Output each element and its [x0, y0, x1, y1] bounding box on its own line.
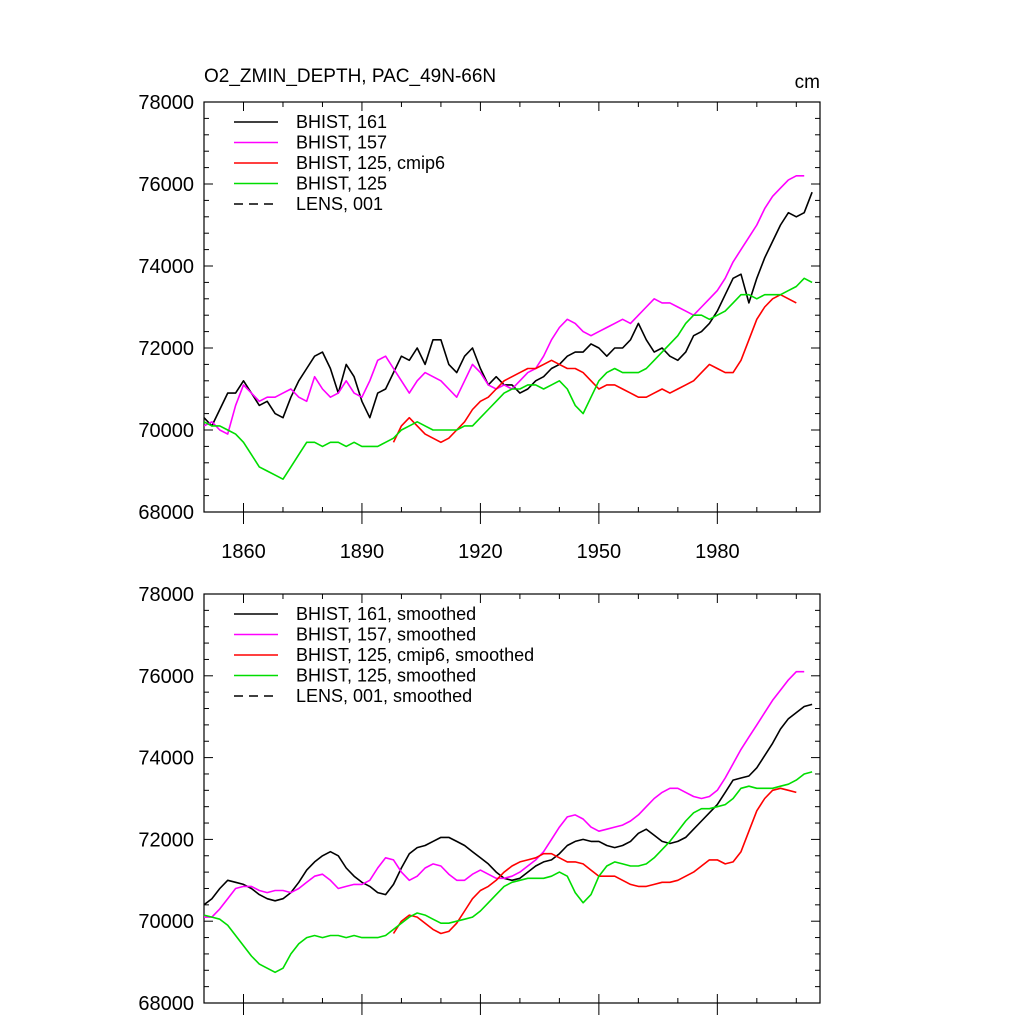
y-tick-label: 70000	[138, 420, 194, 442]
y-tick-label: 68000	[138, 993, 194, 1015]
series-line-3	[392, 293, 797, 444]
chart-panel-1: 68000 70000 72000 74000 76000 78000 1860 1890 19…	[138, 66, 821, 563]
y-tick-label: 70000	[138, 911, 194, 933]
chart-title: O2_ZMIN_DEPTH, PAC_49N-66N	[204, 66, 496, 87]
x-tick-label: 1860	[221, 541, 266, 563]
plot-frame	[203, 593, 821, 1004]
y-tick-label: 78000	[138, 92, 194, 114]
series-line-2	[204, 670, 805, 918]
y-tick-label: 74000	[138, 256, 194, 278]
x-tick-label: 1890	[340, 541, 385, 563]
legend-label: BHIST, 157	[296, 133, 387, 153]
plot-frame	[203, 101, 821, 513]
series-line-1	[204, 191, 813, 427]
series-line-3	[392, 787, 797, 935]
y-tick-label: 78000	[138, 584, 194, 606]
x-tick-label: 1950	[577, 541, 622, 563]
legend-label: BHIST, 125	[296, 174, 387, 194]
series-line-4	[204, 771, 813, 974]
series-line-1	[204, 703, 813, 906]
chart-panel-2: 68000 70000 72000 74000 76000 78000 BHIST, 161…	[138, 584, 821, 1015]
legend-label: BHIST, 125, cmip6, smoothed	[296, 645, 534, 665]
legend-label: BHIST, 125, cmip6	[296, 153, 445, 173]
x-tick-label: 1980	[695, 541, 740, 563]
legend-label: BHIST, 161, smoothed	[296, 604, 476, 624]
x-tick-label: 1920	[458, 541, 503, 563]
legend-label: BHIST, 157, smoothed	[296, 625, 476, 645]
y-tick-label: 76000	[138, 174, 194, 196]
units-label: cm	[795, 72, 820, 93]
legend-label: LENS, 001	[296, 194, 383, 214]
legend-label: BHIST, 161	[296, 112, 387, 132]
legend-label: LENS, 001, smoothed	[296, 686, 472, 706]
y-tick-label: 76000	[138, 666, 194, 688]
y-tick-label: 74000	[138, 748, 194, 770]
y-tick-label: 68000	[138, 502, 194, 524]
series-line-2	[204, 175, 805, 435]
y-tick-label: 72000	[138, 338, 194, 360]
series-line-4	[204, 277, 813, 481]
legend-label: BHIST, 125, smoothed	[296, 666, 476, 686]
y-tick-label: 72000	[138, 829, 194, 851]
